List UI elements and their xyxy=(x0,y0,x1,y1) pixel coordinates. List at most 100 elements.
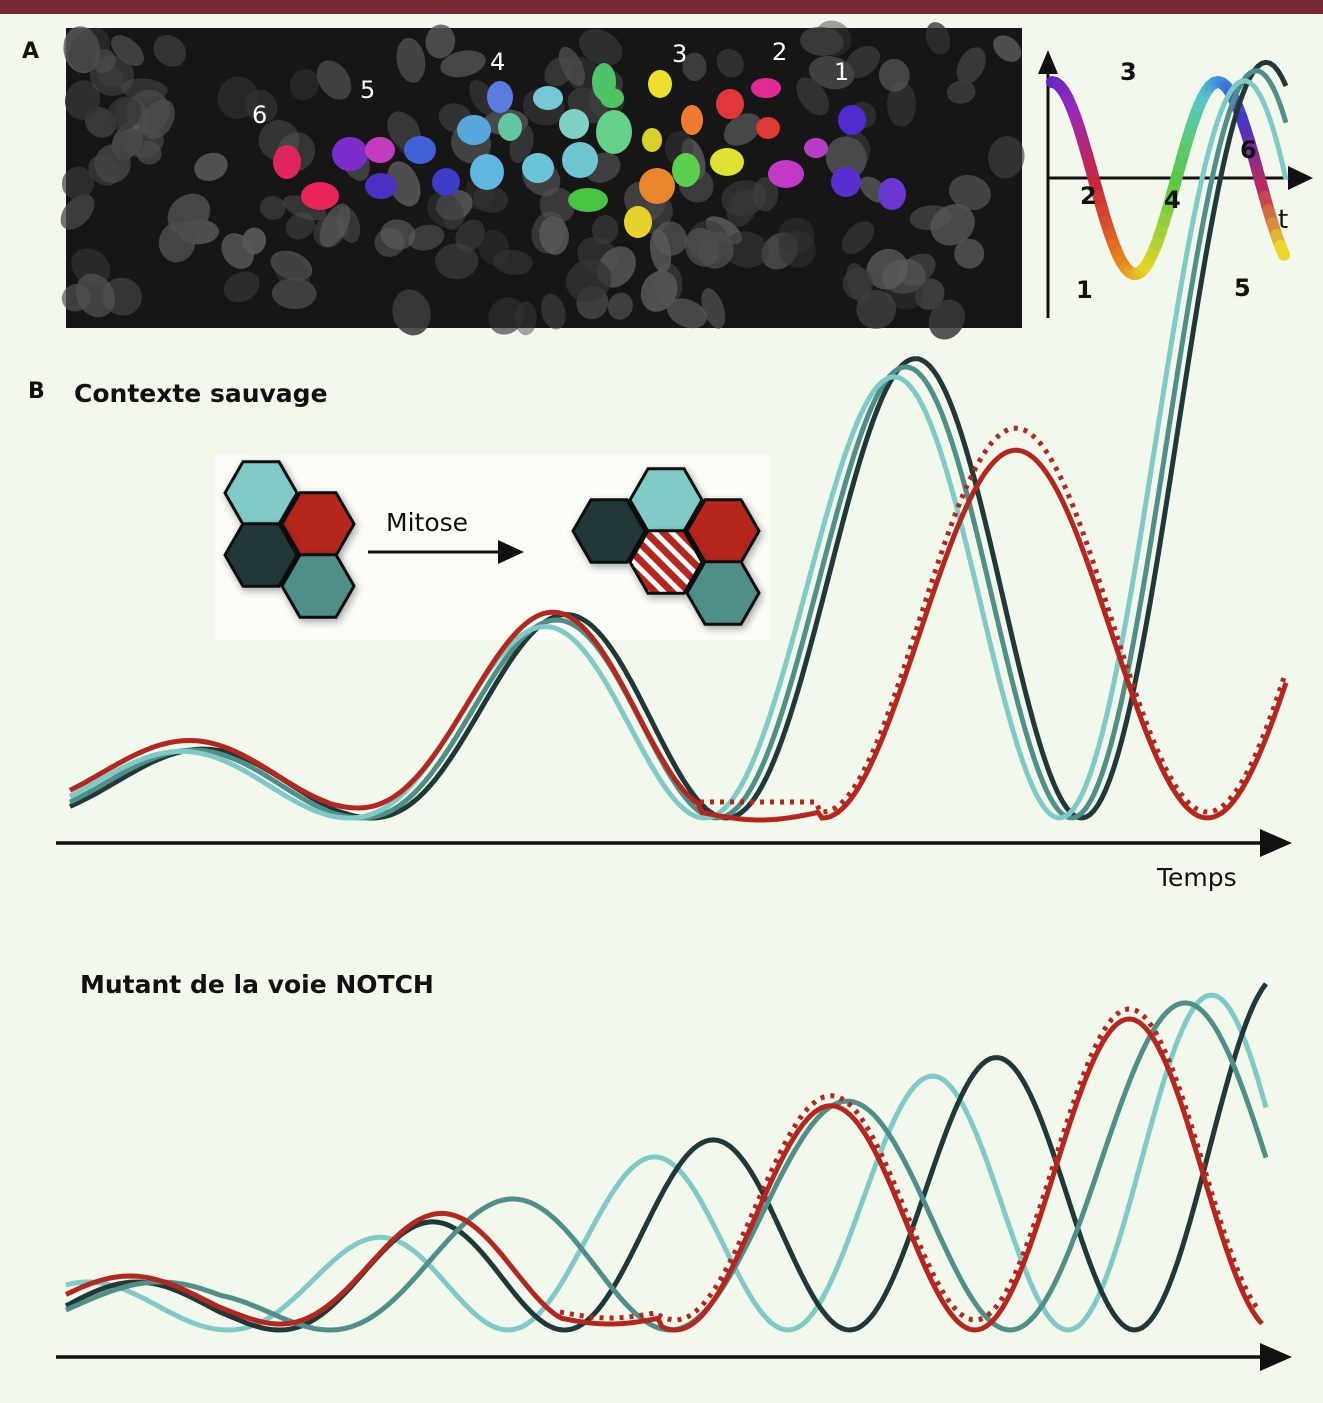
colored-nucleus xyxy=(672,153,700,187)
phase-label-4: 4 xyxy=(1164,186,1181,214)
mitosis-illustration: Mitose xyxy=(215,455,770,640)
mutant-curve-red-dotted xyxy=(559,1006,1262,1323)
wild-type-curve-red-dotted xyxy=(700,425,1287,815)
background-nucleus xyxy=(380,219,416,250)
background-nucleus xyxy=(878,58,910,92)
cell-label-3: 3 xyxy=(672,40,687,68)
phase-t-label: t xyxy=(1278,205,1288,235)
top-border-bar xyxy=(0,0,1323,14)
background-nucleus xyxy=(866,248,908,290)
background-nucleus xyxy=(887,81,917,128)
background-nucleus xyxy=(427,192,464,229)
background-nucleus xyxy=(153,34,187,67)
background-nucleus xyxy=(842,267,874,300)
panel-a-letter: A xyxy=(22,39,39,64)
mitosis-arrowhead xyxy=(498,540,524,564)
background-nucleus xyxy=(591,214,619,245)
colored-nucleus xyxy=(639,168,675,204)
background-nucleus xyxy=(94,144,131,184)
background-nucleus xyxy=(579,29,623,66)
background-nucleus xyxy=(946,80,976,104)
background-nucleus xyxy=(541,293,566,330)
background-nucleus xyxy=(914,278,945,310)
colored-nucleus xyxy=(273,145,301,179)
colored-nucleus xyxy=(533,86,563,110)
background-nucleus xyxy=(815,20,852,56)
wild-type-oscillation-curves xyxy=(68,59,1289,823)
hex-cell-dark xyxy=(223,522,299,588)
background-nucleus xyxy=(796,77,830,116)
background-nucleus xyxy=(701,288,726,329)
colored-nucleus xyxy=(301,182,339,210)
mutant-curve-dark xyxy=(64,982,1269,1333)
background-nucleus xyxy=(925,22,951,55)
background-nucleus xyxy=(111,35,144,66)
micrograph-image: 6 5 4 3 2 1 xyxy=(60,20,1025,340)
colored-nucleus xyxy=(365,137,395,163)
background-nucleus xyxy=(558,46,586,86)
cell-label-4: 4 xyxy=(490,48,505,76)
background-nucleus xyxy=(425,24,456,59)
colored-nucleus xyxy=(498,113,522,141)
mutant-curve-light-teal xyxy=(65,992,1269,1333)
background-nucleus xyxy=(539,216,569,255)
colored-nucleus xyxy=(838,105,866,135)
colored-nucleus xyxy=(751,78,781,98)
background-nucleus xyxy=(289,69,320,101)
background-nucleus xyxy=(898,253,936,287)
background-nucleus xyxy=(716,48,744,78)
colored-nucleus xyxy=(756,117,780,139)
background-nucleus xyxy=(440,50,486,78)
mitosis-label: Mitose xyxy=(386,508,468,537)
colored-nucleus xyxy=(600,88,624,108)
background-nucleus xyxy=(75,273,115,318)
mutant-curve-teal xyxy=(64,1000,1269,1333)
hex-cell-dark xyxy=(571,498,647,564)
background-nucleus xyxy=(274,252,311,296)
colored-nucleus xyxy=(522,153,554,183)
background-nucleus xyxy=(956,47,986,85)
background-nucleus xyxy=(316,60,352,100)
background-nucleus xyxy=(194,152,228,182)
phase-label-5: 5 xyxy=(1234,274,1251,302)
colored-nucleus xyxy=(804,138,828,158)
mutant-oscillation-curves xyxy=(64,982,1269,1333)
wild-type-curve-teal xyxy=(68,68,1289,821)
colored-nucleus xyxy=(878,178,906,210)
background-nucleus xyxy=(270,250,313,281)
background-nucleus xyxy=(837,132,871,171)
phase-x-arrowhead xyxy=(1288,166,1313,190)
background-nucleus xyxy=(954,238,985,269)
background-nucleus xyxy=(723,231,769,268)
background-nucleus xyxy=(245,89,278,123)
background-nucleus xyxy=(478,230,510,266)
background-nucleus xyxy=(607,292,633,320)
cell-label-2: 2 xyxy=(772,38,787,66)
wild-type-curve-red xyxy=(68,447,1289,823)
mutant-curve-red xyxy=(64,1016,1264,1333)
background-nucleus xyxy=(61,166,95,200)
colored-nucleus xyxy=(768,160,804,188)
time-axis-label: Temps xyxy=(1156,863,1237,892)
background-nucleus xyxy=(808,55,855,90)
background-nucleus xyxy=(988,136,1025,179)
wild-type-curve-light-teal xyxy=(68,78,1289,821)
mutant-time-arrowhead xyxy=(1260,1343,1292,1371)
colored-nucleus xyxy=(831,167,861,197)
background-nucleus xyxy=(778,230,816,268)
colored-nucleus xyxy=(559,109,589,139)
cell-label-5: 5 xyxy=(360,76,375,104)
background-nucleus xyxy=(841,221,875,254)
background-nucleus xyxy=(158,222,196,263)
colored-nucleus xyxy=(681,105,703,135)
phase-label-1: 1 xyxy=(1076,276,1093,304)
background-nucleus xyxy=(825,136,867,180)
hex-cluster-after xyxy=(571,467,761,626)
colored-nucleus xyxy=(432,168,460,196)
background-nucleus xyxy=(392,289,431,336)
background-nucleus xyxy=(89,55,135,96)
background-nucleus xyxy=(64,80,101,120)
background-nucleus xyxy=(336,206,361,243)
colored-nucleus xyxy=(648,70,672,98)
